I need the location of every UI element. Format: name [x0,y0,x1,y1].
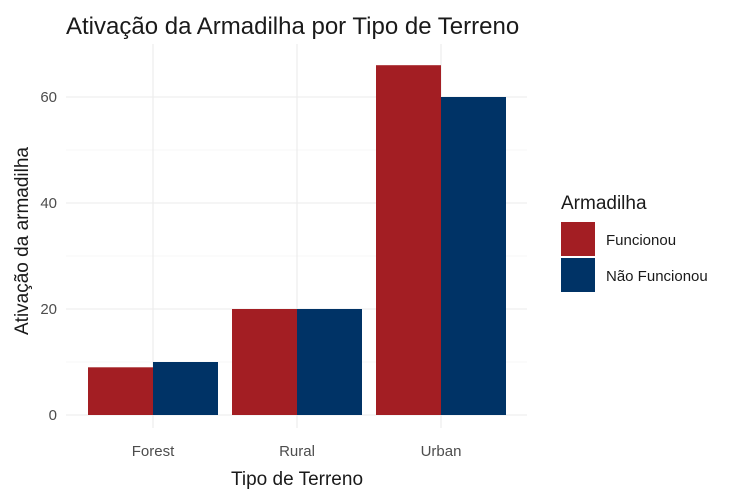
x-axis-title: Tipo de Terreno [231,469,363,490]
bar-rural-n-o-funcionou [297,309,362,415]
y-tick-label: 60 [40,89,57,106]
chart-title: Ativação da Armadilha por Tipo de Terren… [66,13,519,40]
bars [88,65,506,415]
legend-title: Armadilha [561,193,647,214]
y-axis-title: Ativação da armadilha [12,147,33,335]
y-tick-label: 40 [40,195,57,212]
legend-label: Funcionou [606,232,676,249]
legend: Armadilha Funcionou Não Funcionou [561,193,708,292]
legend-swatch [561,258,595,292]
bar-forest-n-o-funcionou [153,362,218,415]
y-tick-labels: 0 20 40 60 [40,89,57,424]
bar-urban-n-o-funcionou [441,97,506,415]
legend-label: Não Funcionou [606,268,708,285]
y-tick-label: 0 [49,407,57,424]
bar-rural-funcionou [232,309,297,415]
bar-forest-funcionou [88,367,153,415]
legend-swatch [561,222,595,256]
x-tick-label: Urban [421,443,462,460]
x-tick-label: Rural [279,443,315,460]
y-tick-label: 20 [40,301,57,318]
bar-urban-funcionou [376,65,441,415]
x-tick-labels: Forest Rural Urban [132,443,462,460]
x-tick-label: Forest [132,443,175,460]
